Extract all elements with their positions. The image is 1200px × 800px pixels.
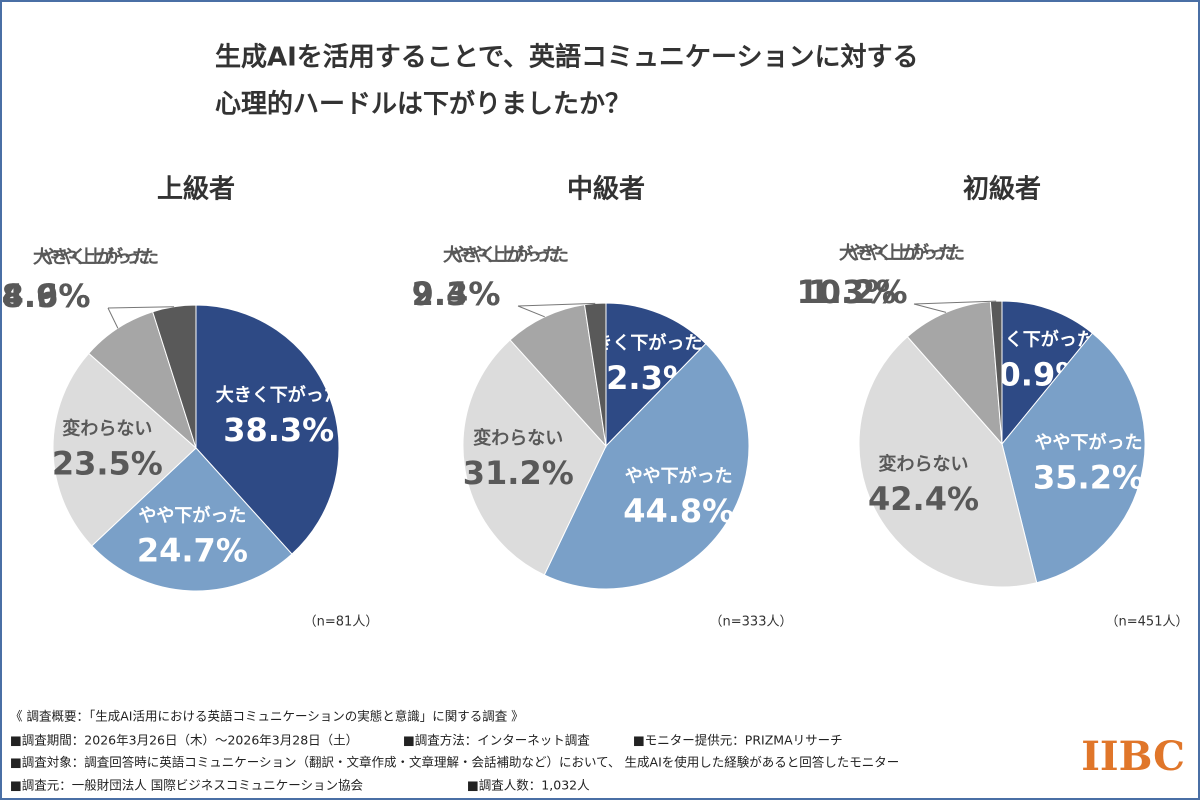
sample-note: （n=333人） xyxy=(710,615,793,630)
slice-category: 変わらない xyxy=(473,427,563,449)
slice-category: やや上がった xyxy=(848,242,956,264)
slice-value: 38.3% xyxy=(223,411,334,449)
slice-value: 4.9% xyxy=(2,277,91,315)
slice-value: 1.3% xyxy=(808,273,897,311)
pie-slice xyxy=(91,447,293,592)
chart-title: 初級者 xyxy=(963,174,1041,205)
slice-category: 大きく上がった xyxy=(443,244,569,266)
slice-category: やや下がった xyxy=(1035,431,1143,453)
slice-category: やや上がった xyxy=(452,244,560,266)
pie-slice xyxy=(583,302,607,447)
leader-line xyxy=(517,302,596,307)
pie-slice xyxy=(509,304,607,448)
slice-value: 9.3% xyxy=(412,275,501,313)
slice-category: 大きく上がった xyxy=(839,242,965,264)
title-line: 生成AIを活用することで、英語コミュニケーションに対する xyxy=(215,42,918,73)
leader-line xyxy=(107,306,175,309)
pie-slice xyxy=(52,352,197,547)
slice-value: 23.5% xyxy=(52,444,163,482)
footnote: ■調査方法：インターネット調査 xyxy=(403,733,590,748)
footnote: ■調査期間：2026年3月26日（木）～2026年3月28日（土） xyxy=(10,733,358,748)
slice-value: 2.4% xyxy=(412,275,501,313)
leader-line xyxy=(517,305,545,318)
slice-value: 35.2% xyxy=(1033,458,1144,496)
footnote: ■調査人数：1,032人 xyxy=(467,778,590,793)
slice-value: 10.2% xyxy=(796,273,907,311)
chart-title: 中級者 xyxy=(567,174,645,205)
slice-category: やや下がった xyxy=(138,505,246,527)
pie-slice xyxy=(1001,300,1094,446)
pie-slice xyxy=(195,304,340,555)
slice-value: 44.8% xyxy=(623,492,734,530)
pie-slice xyxy=(1001,332,1146,584)
slice-category: 変わらない xyxy=(879,453,969,475)
slice-value: 8.6% xyxy=(2,277,91,315)
title-line: 心理的ハードルは下がりましたか？ xyxy=(215,89,631,120)
footnote: ■調査対象：調査回答時に英語コミュニケーション（翻訳・文章作成・文章理解・会話補… xyxy=(10,755,899,770)
pie-slice xyxy=(543,342,750,590)
sample-note: （n=451人） xyxy=(1106,615,1189,630)
slice-category: 大きく下がった xyxy=(216,384,342,406)
slice-value: 31.2% xyxy=(463,454,574,492)
slice-category: 変わらない xyxy=(62,417,152,439)
footnote: 《 調査概要：「生成AI活用における英語コミュニケーションの実態と意識」に関する… xyxy=(10,709,524,724)
leader-line xyxy=(913,303,947,313)
footnote: ■調査元：一般財団法人 国際ビジネスコミュニケーション協会 xyxy=(10,778,364,793)
slice-category: やや上がった xyxy=(42,246,150,268)
pie-slice xyxy=(462,339,607,576)
pie-slice xyxy=(152,304,197,449)
leader-line xyxy=(107,307,119,329)
slice-category: 大きく上がった xyxy=(33,246,159,268)
logo: IIBC xyxy=(1081,733,1185,780)
slice-category: 大きく下がった xyxy=(576,332,702,354)
chart-title: 上級者 xyxy=(157,174,235,205)
pie-slice xyxy=(605,302,707,448)
pie-slice xyxy=(858,336,1038,588)
footnote: ■モニター提供元：PRIZMAリサーチ xyxy=(633,733,843,748)
leader-line xyxy=(913,300,997,305)
slice-category: やや下がった xyxy=(625,465,733,487)
slice-value: 42.4% xyxy=(868,480,979,518)
slice-value: 24.7% xyxy=(137,532,248,570)
sample-note: （n=81人） xyxy=(304,615,379,630)
